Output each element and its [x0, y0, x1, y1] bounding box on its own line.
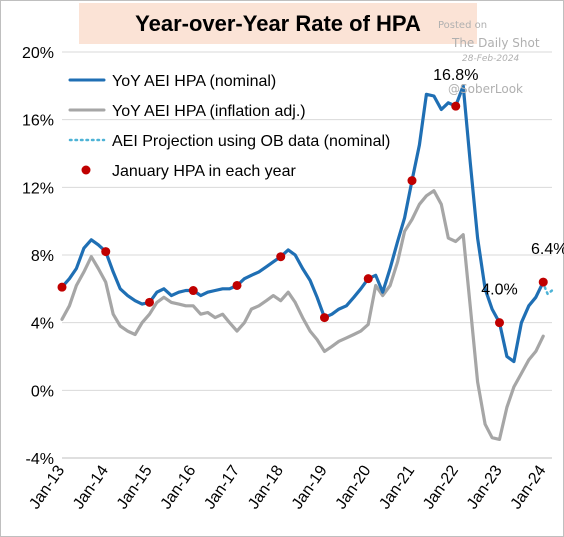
- january-marker: [320, 313, 329, 323]
- data-label: 4.0%: [481, 282, 517, 299]
- y-tick-label: -4%: [26, 451, 54, 468]
- legend-label: AEI Projection using OB data (nominal): [112, 133, 390, 150]
- january-marker: [57, 282, 67, 292]
- x-tick-label: Jan-23: [464, 462, 506, 512]
- january-marker: [276, 252, 286, 262]
- data-label: 16.8%: [433, 67, 478, 84]
- data-label: 6.4%: [531, 241, 564, 258]
- series-line: [60, 84, 545, 364]
- x-tick-label: Jan-13: [26, 462, 68, 512]
- y-tick-label: 4%: [31, 316, 54, 333]
- chart-title: Year-over-Year Rate of HPA: [135, 11, 421, 36]
- x-tick-label: Jan-18: [245, 462, 287, 512]
- january-marker: [188, 286, 198, 296]
- x-tick-label: Jan-20: [333, 462, 375, 512]
- january-marker: [145, 297, 154, 307]
- y-tick-label: 20%: [22, 45, 54, 62]
- january-marker: [451, 101, 461, 111]
- x-tick-label: Jan-21: [376, 462, 418, 512]
- y-tick-label: 12%: [22, 180, 54, 197]
- watermark-handle: @SoberLook: [448, 82, 523, 96]
- x-tick-label: Jan-16: [158, 462, 200, 512]
- january-marker: [495, 318, 504, 328]
- legend-label: YoY AEI HPA (nominal): [112, 73, 276, 90]
- y-tick-label: 16%: [22, 113, 54, 130]
- y-tick-label: 0%: [31, 383, 54, 400]
- legend-label: YoY AEI HPA (inflation adj.): [112, 103, 306, 120]
- title-box: Year-over-Year Rate of HPA: [79, 3, 477, 44]
- x-tick-label: Jan-24: [508, 462, 550, 512]
- x-tick-label: Jan-17: [201, 462, 243, 512]
- legend: YoY AEI HPA (nominal) YoY AEI HPA (inflat…: [68, 73, 390, 180]
- legend-marker: [81, 165, 91, 175]
- watermark-source: The Daily Shot: [452, 36, 540, 50]
- january-marker: [101, 247, 111, 257]
- series-lines: [60, 84, 554, 441]
- january-markers: [57, 101, 548, 328]
- x-tick-label: Jan-15: [114, 462, 156, 512]
- watermark-posted: Posted on: [438, 20, 488, 31]
- x-axis: Jan-13 Jan-14 Jan-15 Jan-16 Jan-17 Jan-18 Jan-…: [26, 462, 549, 512]
- y-tick-label: 8%: [31, 248, 54, 265]
- watermark-date: 28-Feb-2024: [462, 54, 520, 64]
- series-line: [541, 280, 554, 296]
- legend-label: January HPA in each year: [112, 163, 296, 180]
- y-axis: -4% 0% 4% 8% 12% 16% 20%: [22, 45, 54, 468]
- series-line: [60, 189, 545, 441]
- x-tick-label: Jan-22: [420, 462, 462, 512]
- x-tick-label: Jan-14: [70, 462, 112, 512]
- january-marker: [538, 277, 548, 287]
- x-tick-label: Jan-19: [289, 462, 331, 512]
- annotations: 16.8% 4.0% 6.4%: [433, 67, 564, 299]
- january-marker: [232, 280, 242, 290]
- january-marker: [407, 176, 417, 186]
- january-marker: [363, 274, 373, 284]
